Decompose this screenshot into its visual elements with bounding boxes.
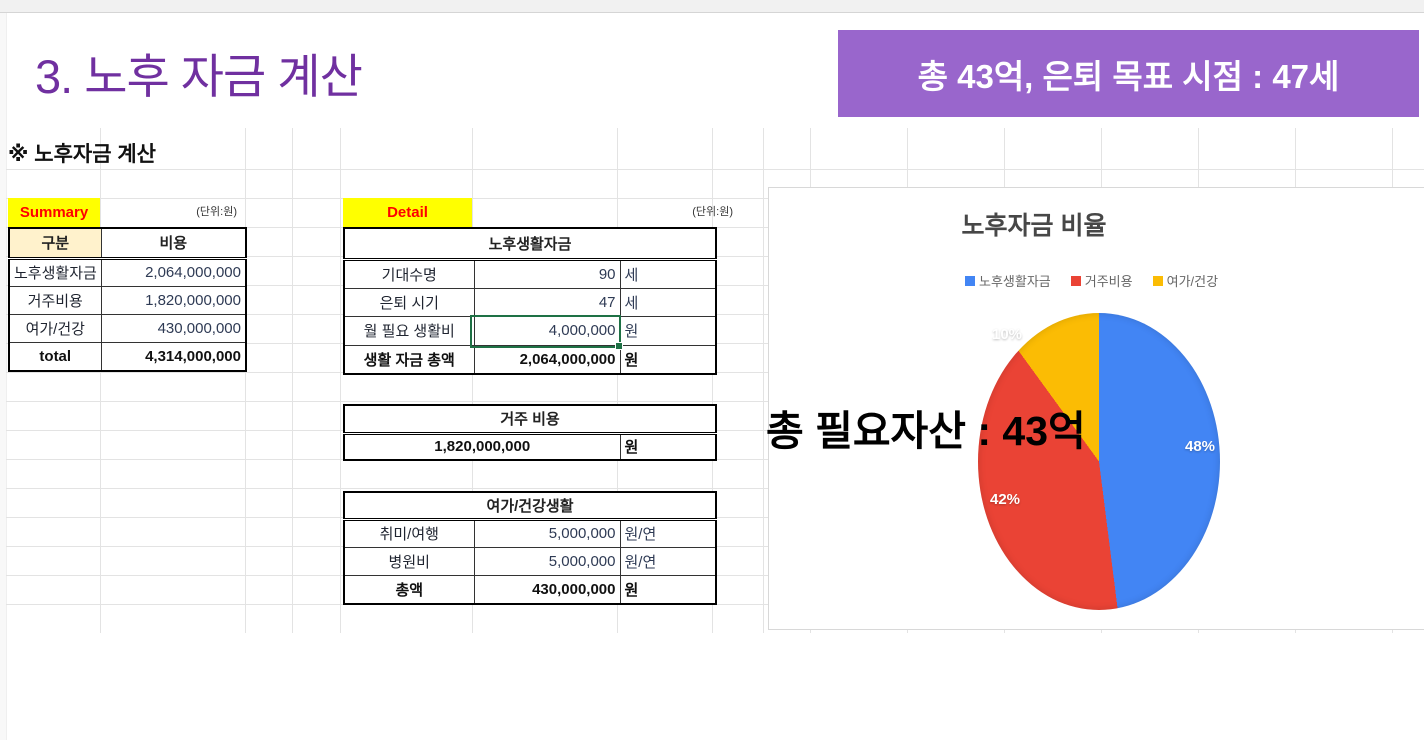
pie-slice-label: 42% [990, 491, 1021, 508]
detail-row-label[interactable]: 취미/여행 [343, 518, 475, 548]
detail-housing-title[interactable]: 거주 비용 [343, 404, 717, 435]
detail-life-title[interactable]: 노후생활자금 [343, 227, 717, 261]
legend-item[interactable]: 거주비용 [1070, 271, 1133, 290]
summary-total-label[interactable]: total [8, 341, 102, 372]
detail-row-value[interactable]: 5,000,000 [473, 546, 621, 576]
detail-row-value[interactable]: 90 [473, 258, 621, 289]
pie-chart[interactable] [978, 313, 1220, 610]
legend-label: 거주비용 [1084, 274, 1133, 289]
summary-unit-note: (단위:원) [196, 206, 237, 218]
table-row: 거주비용 1,820,000,000 [8, 285, 247, 315]
detail-housing-value[interactable]: 1,820,000,000 [343, 432, 621, 461]
table-row: 은퇴 시기 47 세 [343, 287, 717, 317]
legend-swatch-blue [965, 275, 975, 286]
legend-label: 여가/건강 [1166, 274, 1219, 289]
window-top-edge [0, 0, 1424, 13]
detail-row-unit[interactable]: 원/연 [619, 518, 717, 548]
summary-header-cost[interactable]: 비용 [100, 227, 247, 260]
chart-title: 노후자금 비율 [961, 212, 1107, 240]
detail-leisure-title[interactable]: 여가/건강생활 [343, 491, 717, 521]
legend-swatch-red [1070, 275, 1081, 286]
detail-row-value[interactable]: 5,000,000 [473, 518, 621, 548]
detail-row-value[interactable]: 2,064,000,000 [473, 344, 621, 375]
detail-unit-note: (단위:원) [692, 206, 733, 218]
summary-row-label[interactable]: 거주비용 [8, 285, 102, 315]
detail-row-label[interactable]: 총액 [343, 574, 475, 605]
detail-row-label[interactable]: 병원비 [343, 546, 475, 576]
detail-row-unit[interactable]: 세 [619, 258, 717, 289]
detail-housing-table: 거주 비용 1,820,000,000 원 [343, 404, 717, 461]
detail-leisure-total-row: 총액 430,000,000 원 [343, 574, 717, 605]
detail-row-value[interactable]: 47 [473, 287, 621, 317]
pie-chart-area: 노후자금 비율 노후생활자금 거주비용 여가/건강 48% 42% 10% [768, 187, 1424, 630]
table-row: 기대수명 90 세 [343, 258, 717, 289]
summary-total-row: total 4,314,000,000 [8, 341, 247, 372]
table-row: 취미/여행 5,000,000 원/연 [343, 518, 717, 548]
detail-row-label[interactable]: 월 필요 생활비 [343, 315, 475, 346]
table-row: 1,820,000,000 원 [343, 432, 717, 461]
detail-life-table: 노후생활자금 기대수명 90 세 은퇴 시기 47 세 월 필요 생활비 4,0… [343, 227, 717, 375]
detail-row-unit[interactable]: 원/연 [619, 546, 717, 576]
page-title: 3. 노후 자금 계산 [35, 50, 363, 103]
table-row: 병원비 5,000,000 원/연 [343, 546, 717, 576]
table-row: 여가/건강 430,000,000 [8, 313, 247, 343]
pie-slice-label: 10% [992, 326, 1023, 343]
detail-row-unit[interactable]: 세 [619, 287, 717, 317]
summary-table: 구분 비용 노후생활자금 2,064,000,000 거주비용 1,820,00… [8, 227, 247, 372]
legend-item[interactable]: 여가/건강 [1152, 271, 1219, 290]
summary-row-value[interactable]: 430,000,000 [100, 313, 247, 343]
table-row: 월 필요 생활비 4,000,000 원 [343, 315, 717, 346]
detail-leisure-table: 여가/건강생활 취미/여행 5,000,000 원/연 병원비 5,000,00… [343, 491, 718, 605]
chart-legend: 노후생활자금 거주비용 여가/건강 [965, 271, 1218, 290]
summary-tag[interactable]: Summary [8, 198, 100, 227]
detail-row-unit[interactable]: 원 [619, 315, 717, 346]
legend-item[interactable]: 노후생활자금 [965, 271, 1051, 290]
table-row: 노후생활자금 2,064,000,000 [8, 257, 247, 287]
detail-row-label[interactable]: 은퇴 시기 [343, 287, 475, 317]
goal-banner: 총 43억, 은퇴 목표 시점 : 47세 [838, 30, 1419, 117]
detail-row-value[interactable]: 430,000,000 [473, 574, 621, 605]
pie-slice-label: 48% [1185, 438, 1216, 455]
summary-row-value[interactable]: 1,820,000,000 [100, 285, 247, 315]
summary-row-label[interactable]: 여가/건강 [8, 313, 102, 343]
detail-active-cell[interactable]: 4,000,000 [473, 315, 621, 346]
detail-row-unit[interactable]: 원 [619, 574, 717, 605]
summary-header-category[interactable]: 구분 [8, 227, 102, 260]
total-assets-callout: 총 필요자산 : 43억 [766, 408, 1086, 454]
summary-row-label[interactable]: 노후생활자금 [8, 257, 102, 287]
detail-housing-unit[interactable]: 원 [619, 432, 717, 461]
summary-total-value[interactable]: 4,314,000,000 [100, 341, 247, 372]
section-note: ※ 노후자금 계산 [8, 143, 157, 166]
summary-row-value[interactable]: 2,064,000,000 [100, 257, 247, 287]
detail-tag[interactable]: Detail [343, 198, 472, 227]
legend-label: 노후생활자금 [979, 274, 1051, 289]
detail-row-unit[interactable]: 원 [619, 344, 717, 375]
detail-row-label[interactable]: 기대수명 [343, 258, 475, 289]
detail-row-label[interactable]: 생활 자금 총액 [343, 344, 475, 375]
detail-life-total-row: 생활 자금 총액 2,064,000,000 원 [343, 344, 717, 375]
legend-swatch-yellow [1152, 275, 1163, 286]
